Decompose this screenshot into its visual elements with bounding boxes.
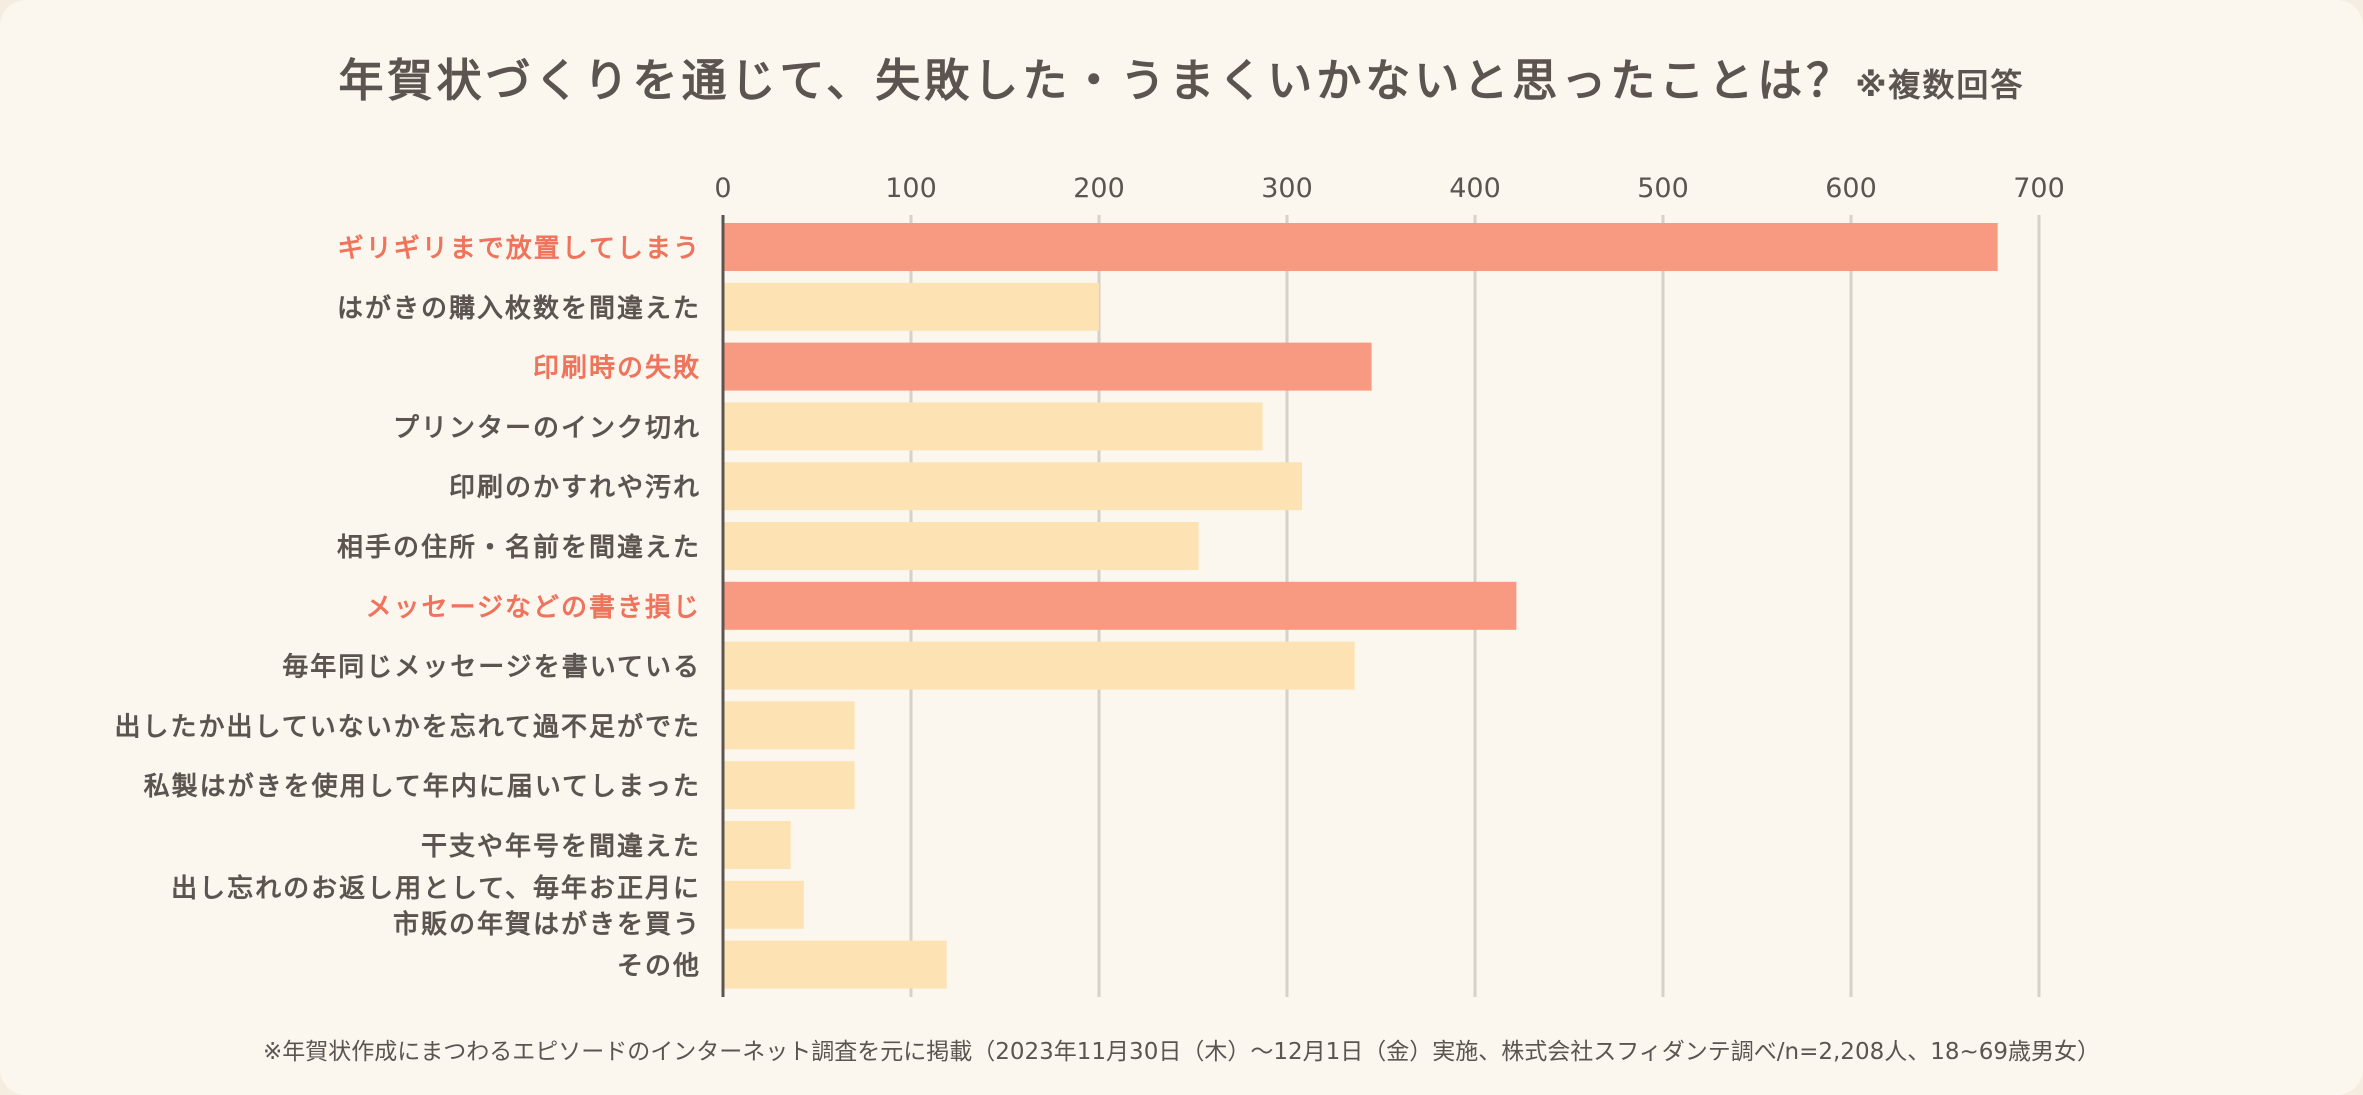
bar	[723, 282, 1099, 331]
bar	[723, 581, 1517, 630]
category-label: 出し忘れのお返し用として、毎年お正月に市販の年賀はがきを買う	[171, 873, 701, 940]
category-label: ギリギリまで放置してしまう	[338, 233, 701, 264]
bar	[723, 821, 791, 869]
x-tick-label: 400	[1449, 173, 1501, 204]
chart-title-note: ※複数回答	[1855, 66, 2025, 104]
bar	[723, 641, 1355, 690]
x-tick-label: 700	[2013, 173, 2065, 204]
category-label: その他	[617, 952, 701, 982]
bar	[723, 462, 1303, 511]
category-label: 印刷時の失敗	[533, 353, 701, 384]
category-label: はがきの購入枚数を間違えた	[337, 293, 701, 324]
survey-footnote: ※年賀状作成にまつわるエピソードのインターネット調査を元に掲載（2023年11月…	[262, 1039, 2101, 1065]
bar	[723, 701, 855, 750]
x-tick-label: 0	[714, 173, 731, 204]
bar	[723, 402, 1263, 451]
x-tick-label: 200	[1073, 173, 1125, 204]
bar	[723, 223, 1998, 271]
bar	[723, 880, 804, 929]
bar	[723, 761, 855, 810]
category-label: 印刷のかすれや汚れ	[449, 473, 701, 503]
x-tick-label: 600	[1825, 173, 1877, 204]
bar	[723, 940, 947, 989]
x-tick-label: 500	[1637, 173, 1689, 204]
category-label: プリンターのインク切れ	[393, 413, 701, 443]
category-label: メッセージなどの書き損じ	[366, 593, 701, 623]
chart-title-main: 年賀状づくりを通じて、失敗した・うまくいかないと思ったことは？	[338, 54, 1856, 107]
category-label: 干支や年号を間違えた	[421, 831, 701, 862]
x-tick-label: 300	[1261, 173, 1313, 204]
x-tick-label: 100	[885, 173, 937, 204]
chart-title: 年賀状づくりを通じて、失敗した・うまくいかないと思ったことは？※複数回答	[0, 44, 2363, 109]
category-label: 出したか出していないかを忘れて過不足がでた	[115, 711, 701, 742]
bar	[723, 522, 1199, 570]
category-label: 毎年同じメッセージを書いている	[282, 652, 701, 683]
category-label: 私製はがきを使用して年内に届いてしまった	[144, 771, 701, 802]
category-label: 相手の住所・名前を間違えた	[337, 532, 701, 563]
bar	[723, 342, 1372, 391]
